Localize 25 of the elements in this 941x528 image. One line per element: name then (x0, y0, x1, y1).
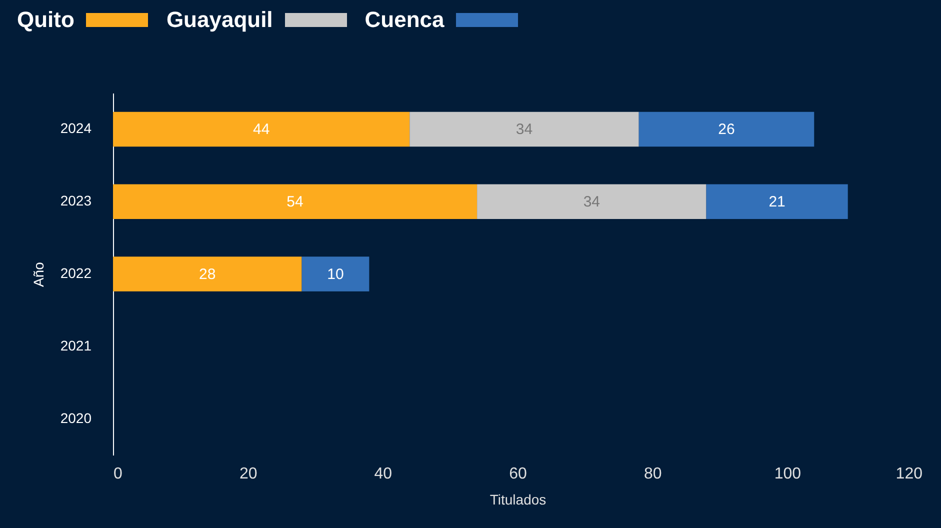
x-tick-label: 100 (774, 466, 802, 482)
y-tick-label: 2023 (60, 192, 92, 209)
data-label: 26 (718, 121, 735, 138)
x-axis-title: Titulados (490, 492, 546, 508)
data-label: 34 (583, 194, 600, 211)
data-label: 10 (327, 266, 344, 283)
x-tick-label: 120 (896, 466, 923, 482)
legend-label: Guayaquil (166, 7, 273, 33)
y-tick-label: 2021 (60, 337, 92, 354)
x-tick-label: 40 (374, 466, 392, 482)
legend-label: Quito (17, 7, 74, 33)
y-axis-title: Año (30, 262, 46, 287)
data-label: 21 (768, 194, 786, 211)
data-label: 44 (252, 121, 270, 138)
data-label: 28 (199, 266, 216, 283)
y-tick-label: 2020 (60, 410, 92, 426)
x-tick-label: 20 (239, 466, 258, 482)
x-tick-label: 80 (644, 466, 662, 482)
x-tick-label: 60 (509, 466, 527, 482)
legend-label: Cuenca (364, 7, 444, 33)
y-tick-label: 2022 (60, 265, 92, 281)
data-label: 34 (516, 121, 533, 138)
y-tick-label: 2024 (60, 120, 92, 136)
x-tick-label: 0 (114, 466, 122, 482)
data-label: 54 (286, 194, 304, 211)
